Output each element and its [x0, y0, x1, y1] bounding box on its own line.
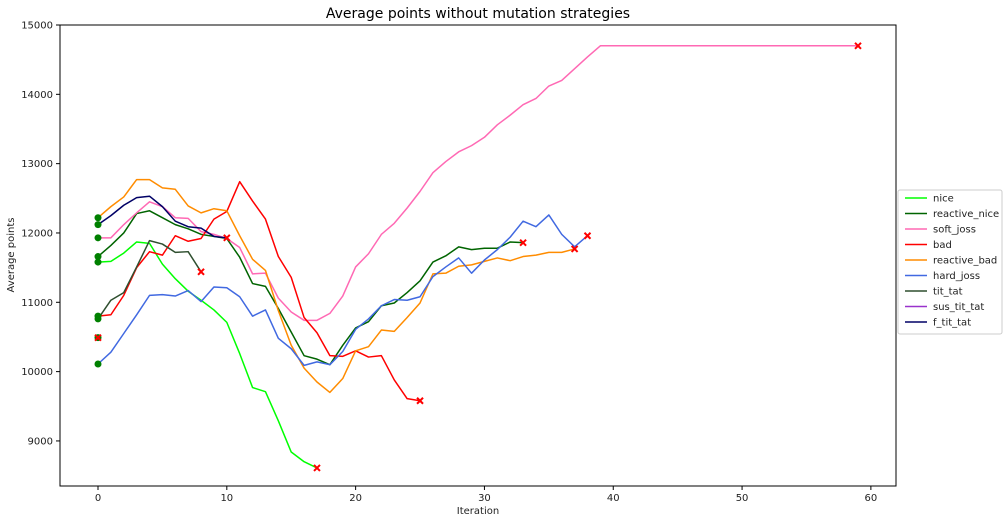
y-tick-label: 12000 — [21, 228, 53, 239]
start-marker-nice — [94, 258, 102, 266]
legend-label-bad: bad — [933, 240, 952, 251]
plot-area — [94, 42, 862, 472]
legend-label-sus-tit-tat: sus_tit_tat — [933, 302, 984, 313]
end-marker-nice — [313, 464, 321, 472]
series-line-reactive-bad — [97, 178, 575, 394]
y-tick-label: 11000 — [21, 298, 53, 309]
y-tick-label: 13000 — [21, 159, 53, 170]
start-marker-f-tit-tat — [94, 221, 102, 229]
x-tick-label: 60 — [865, 493, 878, 504]
x-axis-title: Iteration — [457, 506, 499, 517]
legend-label-reactive-bad: reactive_bad — [933, 256, 997, 267]
series-line-hard-joss — [97, 214, 588, 367]
series-line-soft-joss — [98, 45, 858, 322]
y-axis: 9000 10000 11000 12000 13000 14000 15000 — [21, 21, 60, 447]
end-marker-hard-joss — [583, 232, 592, 240]
x-tick-label: 0 — [95, 493, 101, 504]
end-marker-bad — [416, 397, 424, 405]
x-tick-label: 40 — [607, 493, 620, 504]
y-axis-title: Average points — [6, 218, 17, 293]
end-marker-reactive-bad — [570, 245, 579, 253]
start-marker-reactive-nice — [94, 253, 102, 261]
x-tick-label: 10 — [220, 493, 233, 504]
axes-frame — [59, 24, 897, 487]
end-marker-tit-tat — [197, 268, 205, 276]
series-lines — [97, 45, 858, 469]
start-marker-reactive-bad — [94, 214, 102, 222]
y-tick-label: 15000 — [21, 21, 53, 32]
y-tick-label: 14000 — [21, 90, 53, 101]
start-marker-hard-joss — [94, 360, 102, 368]
legend-box — [897, 189, 1003, 335]
x-tick-label: 30 — [478, 493, 491, 504]
end-marker-f-tit-tat — [223, 234, 231, 242]
legend-label-soft-joss: soft_joss — [933, 225, 976, 236]
end-marker-sus-tit-tat — [94, 333, 102, 342]
legend-label-nice: nice — [933, 194, 954, 205]
y-tick-label: 10000 — [21, 367, 53, 378]
legend-label-f-tit-tat: f_tit_tat — [933, 318, 971, 329]
chart-title: Average points without mutation strategi… — [326, 6, 630, 22]
series-line-bad — [97, 180, 421, 402]
legend-label-hard-joss: hard_joss — [933, 271, 980, 282]
x-tick-label: 50 — [736, 493, 749, 504]
y-tick-label: 9000 — [28, 436, 53, 447]
start-marker-tit-tat — [94, 315, 102, 323]
end-marker-reactive-nice — [519, 238, 527, 247]
series-line-f-tit-tat — [97, 195, 227, 239]
x-tick-label: 20 — [349, 493, 362, 504]
series-line-reactive-nice — [97, 210, 524, 366]
series-line-tit-tat — [97, 239, 202, 320]
series-line-nice — [97, 241, 318, 469]
end-marker-soft-joss — [854, 42, 862, 50]
start-marker-soft-joss — [94, 234, 102, 242]
legend-label-reactive-nice: reactive_nice — [933, 209, 999, 220]
legend-label-tit-tat: tit_tat — [933, 287, 963, 298]
series-markers — [94, 42, 862, 472]
x-axis: 0 10 20 30 40 50 60 — [95, 486, 877, 504]
